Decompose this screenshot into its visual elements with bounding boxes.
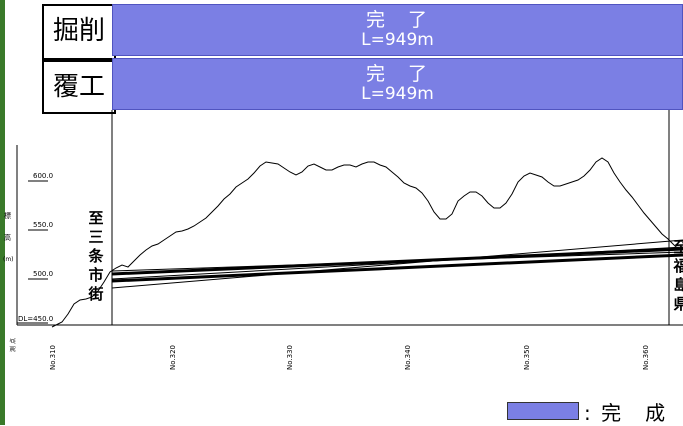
row-label-excavation: 掘削	[42, 4, 116, 60]
x-title-char-2: 点	[9, 338, 17, 344]
left-end-label: 至 三 条 市 街	[88, 209, 104, 304]
left-end-char-5: 街	[88, 285, 104, 303]
x-title-char-1: 測	[9, 346, 17, 352]
y-label-500: 500.0	[33, 270, 53, 278]
right-end-char-4: 県	[673, 295, 683, 313]
ground-surface-line	[51, 157, 683, 328]
left-end-char-2: 三	[88, 228, 104, 246]
lining-length: L=949m	[361, 84, 434, 104]
excavation-length: L=949m	[361, 30, 434, 50]
x-tick-350: No.350	[523, 345, 531, 370]
legend-label-complete: : 完 成	[584, 401, 668, 425]
left-end-char-1: 至	[88, 209, 104, 227]
y-title-unit: (m)	[3, 256, 14, 263]
tunnel-centerline	[111, 251, 683, 272]
lining-status: 完 了	[365, 63, 429, 85]
y-label-550: 550.0	[33, 221, 53, 229]
right-end-char-2: 福	[673, 257, 683, 275]
x-tick-360: No.360	[642, 345, 650, 370]
y-label-450: DL=450.0	[18, 315, 53, 323]
x-tick-330: No.330	[286, 345, 294, 370]
right-end-char-1: 至	[673, 238, 683, 256]
y-label-600: 600.0	[33, 172, 53, 180]
y-title-char-2: 高	[4, 233, 11, 242]
right-end-label: 至 福 島 県	[673, 238, 683, 314]
x-tick-320: No.320	[169, 345, 177, 370]
excavation-status: 完 了	[365, 9, 429, 31]
tunnel-invert	[111, 253, 683, 283]
legend-swatch-complete	[507, 402, 579, 420]
x-tick-340: No.340	[404, 345, 412, 370]
left-end-char-4: 市	[88, 266, 104, 284]
left-end-char-3: 条	[88, 247, 104, 265]
right-end-char-3: 島	[673, 276, 683, 294]
excavation-progress-bar: 完 了 L=949m	[112, 4, 683, 56]
x-tick-310: No.310	[49, 345, 57, 370]
frame-left-border	[0, 0, 5, 425]
lining-progress-bar: 完 了 L=949m	[112, 58, 683, 110]
y-title-char-1: 標	[4, 211, 11, 220]
tunnel-outer-bottom	[111, 239, 683, 289]
